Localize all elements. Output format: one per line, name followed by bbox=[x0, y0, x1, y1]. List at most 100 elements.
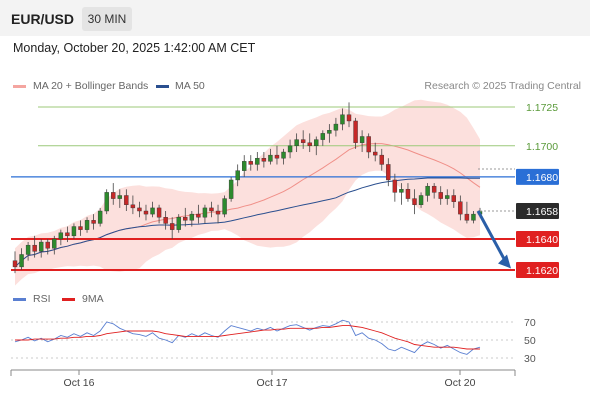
candle-body bbox=[386, 164, 391, 181]
candle-body bbox=[379, 154, 384, 165]
rsi-tick-2: 30 bbox=[524, 353, 536, 365]
candle-body bbox=[196, 213, 201, 218]
candle-body bbox=[307, 142, 312, 147]
candle-body bbox=[418, 195, 424, 206]
level-label-4: 1.1620 bbox=[526, 265, 558, 277]
candle-body bbox=[65, 232, 70, 237]
candle-body bbox=[222, 198, 227, 215]
candle-body bbox=[405, 189, 411, 199]
candle-body bbox=[78, 226, 83, 230]
candle-body bbox=[287, 145, 293, 153]
candle-body bbox=[294, 139, 299, 147]
candle-body bbox=[137, 207, 142, 212]
candle-body bbox=[327, 130, 332, 134]
candle-body bbox=[340, 114, 345, 125]
candle-body bbox=[333, 123, 339, 131]
level-tag-2 bbox=[516, 168, 559, 185]
candle-body bbox=[91, 220, 96, 224]
candle-body bbox=[202, 207, 208, 218]
legend-rsi: RSI bbox=[33, 293, 51, 305]
forecast-arrow-line bbox=[476, 210, 508, 264]
candle-body bbox=[156, 207, 162, 218]
rsi-tick-1: 50 bbox=[524, 335, 536, 347]
forecast-arrow-head bbox=[498, 254, 511, 269]
candle-body bbox=[445, 195, 450, 199]
rsi-9ma-line bbox=[15, 325, 480, 350]
candle-body bbox=[12, 260, 18, 268]
candle-body bbox=[117, 195, 122, 199]
legend-ma50: MA 50 bbox=[175, 80, 205, 92]
candle-body bbox=[38, 241, 44, 252]
candle-body bbox=[150, 207, 155, 215]
top-bar: EUR/USD 30 MIN bbox=[0, 0, 590, 36]
candle-body bbox=[346, 114, 352, 122]
candle-body bbox=[124, 195, 129, 206]
current-price-label: 1.1658 bbox=[526, 206, 558, 218]
rsi-tick-0: 70 bbox=[524, 317, 536, 329]
symbol-label: EUR/USD bbox=[11, 11, 75, 27]
candle-body bbox=[373, 151, 378, 156]
candle-body bbox=[215, 210, 221, 215]
legend-swatch-rsi bbox=[13, 298, 26, 301]
level-label-3: 1.1640 bbox=[526, 234, 558, 246]
bollinger-band bbox=[15, 99, 480, 286]
candle-body bbox=[242, 161, 247, 171]
candle-body bbox=[255, 158, 260, 165]
candle-body bbox=[353, 120, 358, 143]
candle-body bbox=[458, 201, 463, 215]
legend-swatch-ma50 bbox=[156, 85, 169, 88]
x-tick-label-2: Oct 20 bbox=[445, 377, 476, 389]
legend-bollinger: MA 20 + Bollinger Bands bbox=[33, 80, 149, 92]
candle-body bbox=[104, 192, 109, 212]
timeframe-badge[interactable]: 30 MIN bbox=[82, 7, 132, 31]
candle-body bbox=[431, 185, 437, 193]
candle-body bbox=[261, 158, 267, 162]
datetime-label: Monday, October 20, 2025 1:42:00 AM CET bbox=[13, 41, 256, 55]
candle-body bbox=[274, 154, 280, 159]
current-price-tag bbox=[516, 203, 559, 220]
candle-body bbox=[399, 189, 404, 193]
candle-body bbox=[281, 151, 286, 159]
level-label-0: 1.1725 bbox=[526, 102, 558, 114]
level-tag-3 bbox=[516, 230, 559, 247]
candle-body bbox=[412, 198, 417, 205]
candle-body bbox=[300, 139, 306, 143]
candle-body bbox=[451, 195, 457, 202]
candle-body bbox=[84, 220, 90, 230]
x-tick-label-1: Oct 17 bbox=[257, 377, 288, 389]
candle-body bbox=[163, 217, 168, 224]
candle-body bbox=[176, 217, 181, 230]
candle-body bbox=[25, 244, 31, 255]
candle-body bbox=[58, 232, 64, 240]
candle-body bbox=[235, 170, 240, 181]
candle-body bbox=[111, 192, 116, 199]
level-label-2: 1.1680 bbox=[526, 172, 558, 184]
candle-body bbox=[183, 217, 188, 221]
candle-body bbox=[438, 192, 443, 199]
candle-body bbox=[268, 154, 273, 162]
candle-body bbox=[314, 139, 319, 147]
candle-body bbox=[71, 226, 77, 237]
credit-text: Research © 2025 Trading Central bbox=[424, 80, 581, 92]
level-tag-4 bbox=[516, 262, 559, 278]
legend-9ma: 9MA bbox=[82, 293, 104, 305]
candle-body bbox=[464, 213, 470, 221]
candle-body bbox=[471, 213, 476, 221]
candle-body bbox=[392, 179, 398, 193]
candle-body bbox=[425, 185, 430, 196]
candle-body bbox=[19, 254, 24, 268]
x-tick-label-0: Oct 16 bbox=[64, 377, 95, 389]
candle-body bbox=[143, 210, 149, 215]
candle-body bbox=[228, 179, 234, 199]
candle-body bbox=[45, 241, 50, 249]
level-label-1: 1.1700 bbox=[526, 141, 558, 153]
candle-body bbox=[52, 238, 57, 249]
candle-body bbox=[366, 136, 371, 153]
candle-body bbox=[359, 136, 365, 143]
rsi-line bbox=[14, 319, 481, 355]
candle-body bbox=[248, 161, 253, 165]
candle-body bbox=[97, 210, 103, 224]
candle-body bbox=[32, 244, 37, 252]
candle-body bbox=[320, 133, 326, 140]
